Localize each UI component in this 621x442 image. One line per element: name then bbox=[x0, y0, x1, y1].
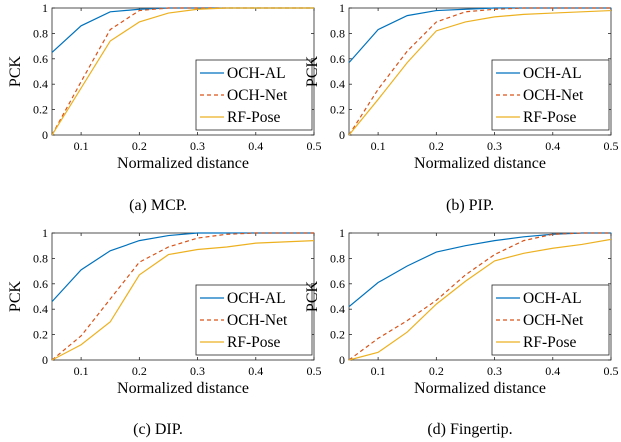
legend: OCH-AL OCH-Net RF-Pose bbox=[491, 59, 610, 131]
x-tick-label: 0.4 bbox=[545, 364, 560, 378]
series-line-och-net bbox=[52, 7, 314, 136]
x-tick-label: 0.2 bbox=[132, 139, 147, 153]
series-line-rf-pose bbox=[52, 7, 314, 136]
legend-label: OCH-AL bbox=[227, 290, 286, 307]
series-line-och-net bbox=[349, 7, 611, 136]
y-tick-label: 1 bbox=[42, 226, 48, 240]
x-tick-label: 0.4 bbox=[545, 139, 560, 153]
legend-label: OCH-AL bbox=[227, 65, 286, 82]
x-tick-label: 0.5 bbox=[307, 364, 322, 378]
series-line-rf-pose bbox=[349, 238, 611, 361]
y-axis-label: PCK bbox=[7, 55, 24, 87]
x-tick-label: 0.5 bbox=[604, 139, 619, 153]
y-tick-label: 0.2 bbox=[330, 328, 345, 342]
x-tick-label: 0.2 bbox=[429, 364, 444, 378]
x-axis-label: Normalized distance bbox=[117, 380, 249, 397]
y-tick-label: 0.4 bbox=[33, 77, 48, 91]
y-tick-label: 0.2 bbox=[33, 103, 48, 117]
x-tick-label: 0.3 bbox=[487, 364, 502, 378]
legend: OCH-AL OCH-Net RF-Pose bbox=[195, 59, 313, 131]
x-tick-label: 0.1 bbox=[371, 364, 386, 378]
legend: OCH-AL OCH-Net RF-Pose bbox=[195, 284, 313, 356]
y-tick-label: 0.8 bbox=[330, 251, 345, 265]
legend-label: RF-Pose bbox=[523, 334, 577, 351]
y-tick-label: 0.8 bbox=[33, 26, 48, 40]
y-axis-label: PCK bbox=[304, 55, 321, 87]
x-tick-label: 0.4 bbox=[248, 139, 263, 153]
legend-label: RF-Pose bbox=[227, 109, 281, 126]
x-tick-label: 0.5 bbox=[604, 364, 619, 378]
subfigure-caption: (d) Fingertip. bbox=[427, 421, 512, 438]
y-tick-label: 0.4 bbox=[330, 77, 345, 91]
y-tick-label: 0.8 bbox=[330, 26, 345, 40]
legend-label: OCH-Net bbox=[227, 87, 288, 104]
x-tick-label: 0.2 bbox=[429, 139, 444, 153]
y-tick-label: 1 bbox=[339, 1, 345, 15]
y-tick-label: 0.6 bbox=[33, 277, 48, 291]
legend-label: OCH-Net bbox=[227, 312, 288, 329]
x-tick-label: 0.3 bbox=[190, 139, 205, 153]
y-tick-label: 0.6 bbox=[330, 277, 345, 291]
y-tick-label: 0.2 bbox=[330, 103, 345, 117]
series-line-och-net bbox=[52, 232, 314, 361]
series-line-och-net bbox=[349, 232, 611, 361]
x-axis-label: Normalized distance bbox=[414, 155, 546, 172]
legend: OCH-AL OCH-Net RF-Pose bbox=[491, 284, 610, 356]
x-axis-label: Normalized distance bbox=[117, 155, 249, 172]
series-line-rf-pose bbox=[52, 240, 314, 361]
y-tick-label: 0.2 bbox=[33, 328, 48, 342]
x-tick-label: 0.3 bbox=[190, 364, 205, 378]
subfigure-caption: (a) MCP. bbox=[129, 197, 187, 214]
legend-label: RF-Pose bbox=[227, 334, 281, 351]
chart-panel-3: 0 0.2 0.4 0.6 0.8 1 0.1 0.2 0.3 0.4 0.5 Normalized … bbox=[304, 226, 619, 438]
legend-label: RF-Pose bbox=[523, 109, 577, 126]
legend-label: OCH-AL bbox=[523, 65, 582, 82]
x-axis-label: Normalized distance bbox=[414, 380, 546, 397]
y-tick-label: 1 bbox=[42, 1, 48, 15]
y-tick-label: 0 bbox=[339, 353, 345, 367]
x-tick-label: 0.2 bbox=[132, 364, 147, 378]
x-tick-label: 0.1 bbox=[74, 139, 89, 153]
chart-panel-2: 0 0.2 0.4 0.6 0.8 1 0.1 0.2 0.3 0.4 0.5 Normalized … bbox=[7, 226, 322, 438]
x-tick-label: 0.1 bbox=[74, 364, 89, 378]
y-tick-label: 0.4 bbox=[330, 302, 345, 316]
x-tick-label: 0.4 bbox=[248, 364, 263, 378]
series-line-rf-pose bbox=[349, 9, 611, 136]
y-tick-label: 0.6 bbox=[33, 52, 48, 66]
chart-panel-1: 0 0.2 0.4 0.6 0.8 1 0.1 0.2 0.3 0.4 0.5 Normalized … bbox=[304, 1, 619, 214]
legend-label: OCH-Net bbox=[523, 87, 584, 104]
legend-label: OCH-AL bbox=[523, 290, 582, 307]
y-axis-label: PCK bbox=[304, 280, 321, 312]
subfigure-caption: (b) PIP. bbox=[446, 197, 494, 214]
x-tick-label: 0.1 bbox=[371, 139, 386, 153]
y-tick-label: 0 bbox=[42, 128, 48, 142]
y-tick-label: 1 bbox=[339, 226, 345, 240]
y-axis-label: PCK bbox=[7, 280, 24, 312]
legend-label: OCH-Net bbox=[523, 312, 584, 329]
chart-panel-0: 0 0.2 0.4 0.6 0.8 1 0.1 0.2 0.3 0.4 0.5 Normalized … bbox=[7, 1, 322, 214]
y-tick-label: 0.4 bbox=[33, 302, 48, 316]
y-tick-label: 0 bbox=[42, 353, 48, 367]
series-line-och-al bbox=[349, 232, 611, 308]
y-tick-label: 0.6 bbox=[330, 52, 345, 66]
subfigure-caption: (c) DIP. bbox=[133, 421, 183, 438]
y-tick-label: 0.8 bbox=[33, 251, 48, 265]
x-tick-label: 0.5 bbox=[307, 139, 322, 153]
x-tick-label: 0.3 bbox=[487, 139, 502, 153]
y-tick-label: 0 bbox=[339, 128, 345, 142]
